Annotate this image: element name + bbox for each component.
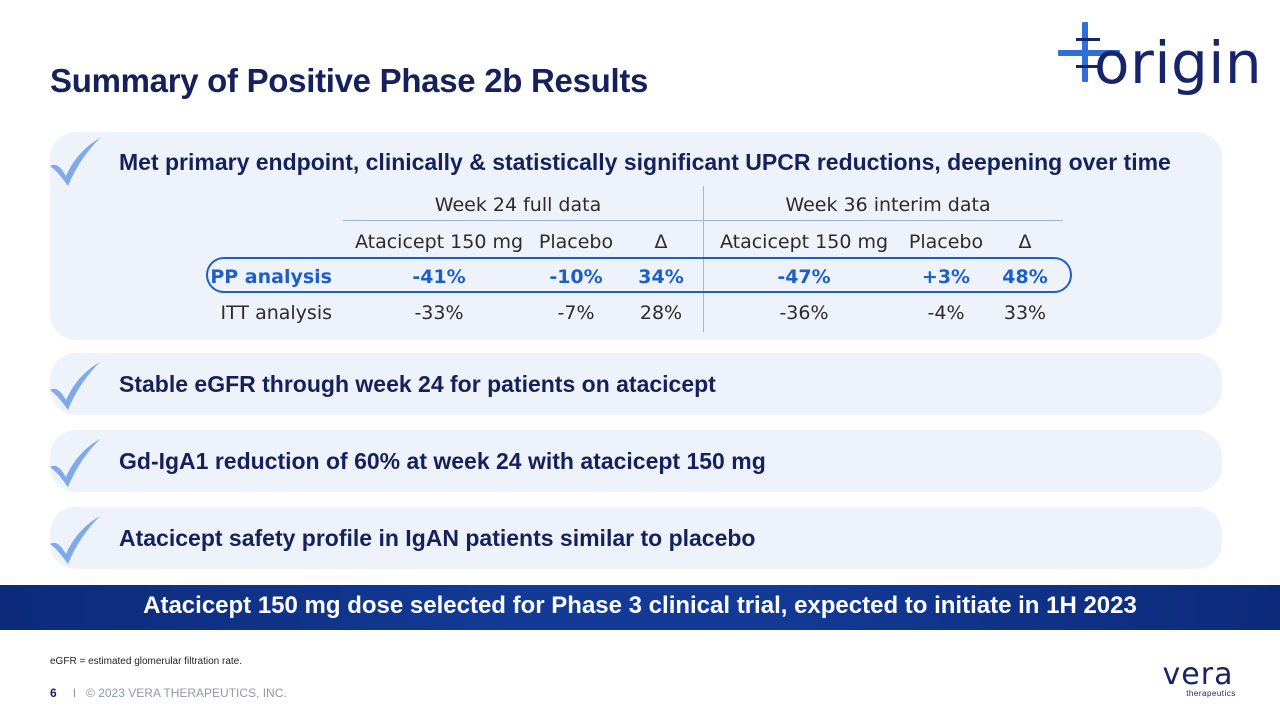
- table-cell: -41%: [412, 266, 466, 288]
- column-header: Atacicept 150 mg: [719, 231, 889, 253]
- conclusion-banner: [0, 585, 1280, 630]
- pp-row-highlight: [206, 257, 1072, 293]
- origin-cross-icon: [1058, 22, 1120, 82]
- table-cell: -36%: [779, 302, 829, 324]
- check-icon: [50, 439, 100, 487]
- row-label-itt: ITT analysis: [220, 302, 332, 324]
- check-icon: [50, 138, 100, 186]
- panel-heading-safety: Atacicept safety profile in IgAN patient…: [119, 525, 756, 551]
- table-cell: -10%: [549, 266, 603, 288]
- table-cell: -33%: [414, 302, 464, 324]
- page-number: 6: [50, 686, 57, 700]
- group-header-week36: Week 36 interim data: [785, 194, 991, 216]
- group-header-week24: Week 24 full data: [434, 194, 602, 216]
- panel-heading-egfr: Stable eGFR through week 24 for patients…: [119, 371, 716, 397]
- footer: 6 I © 2023 VERA THERAPEUTICS, INC.: [50, 686, 287, 700]
- vera-logo: vera therapeutics: [1156, 660, 1240, 698]
- column-header: Δ: [654, 231, 668, 253]
- table-column-divider: [703, 186, 704, 332]
- panel-safety: [50, 507, 1222, 569]
- vera-logo-word: vera: [1162, 657, 1234, 692]
- footnote: eGFR = estimated glomerular filtration r…: [50, 656, 243, 667]
- table-cell: 33%: [1003, 302, 1047, 324]
- column-header: Placebo: [908, 231, 984, 253]
- row-label-pp: PP analysis: [210, 266, 332, 288]
- column-header: Placebo: [538, 231, 614, 253]
- panel-heading-primary-endpoint: Met primary endpoint, clinically & stati…: [119, 149, 1171, 175]
- column-header: Δ: [1018, 231, 1032, 253]
- table-cell: -47%: [777, 266, 831, 288]
- footer-separator: I: [72, 686, 77, 700]
- panel-heading-gd-iga1: Gd-IgA1 reduction of 60% at week 24 with…: [119, 448, 766, 474]
- table-cell: +3%: [921, 266, 971, 288]
- copyright: © 2023 VERA THERAPEUTICS, INC.: [86, 686, 287, 700]
- table-cell: -7%: [557, 302, 595, 324]
- panel-gd-iga1: [50, 430, 1222, 492]
- table-cell: 28%: [639, 302, 683, 324]
- check-icon: [50, 516, 100, 564]
- panel-egfr: [50, 353, 1222, 415]
- panel-primary-endpoint: [50, 132, 1222, 340]
- vera-logo-sub: therapeutics: [1186, 689, 1236, 698]
- conclusion-banner-text: Atacicept 150 mg dose selected for Phase…: [143, 592, 1137, 619]
- column-header: Atacicept 150 mg: [354, 231, 524, 253]
- table-cell: -4%: [927, 302, 965, 324]
- origin-logo-text: origin: [1094, 29, 1263, 97]
- table-cell: 34%: [638, 266, 684, 288]
- table-cell: 48%: [1002, 266, 1048, 288]
- page-title: Summary of Positive Phase 2b Results: [50, 62, 649, 99]
- check-icon: [50, 362, 100, 410]
